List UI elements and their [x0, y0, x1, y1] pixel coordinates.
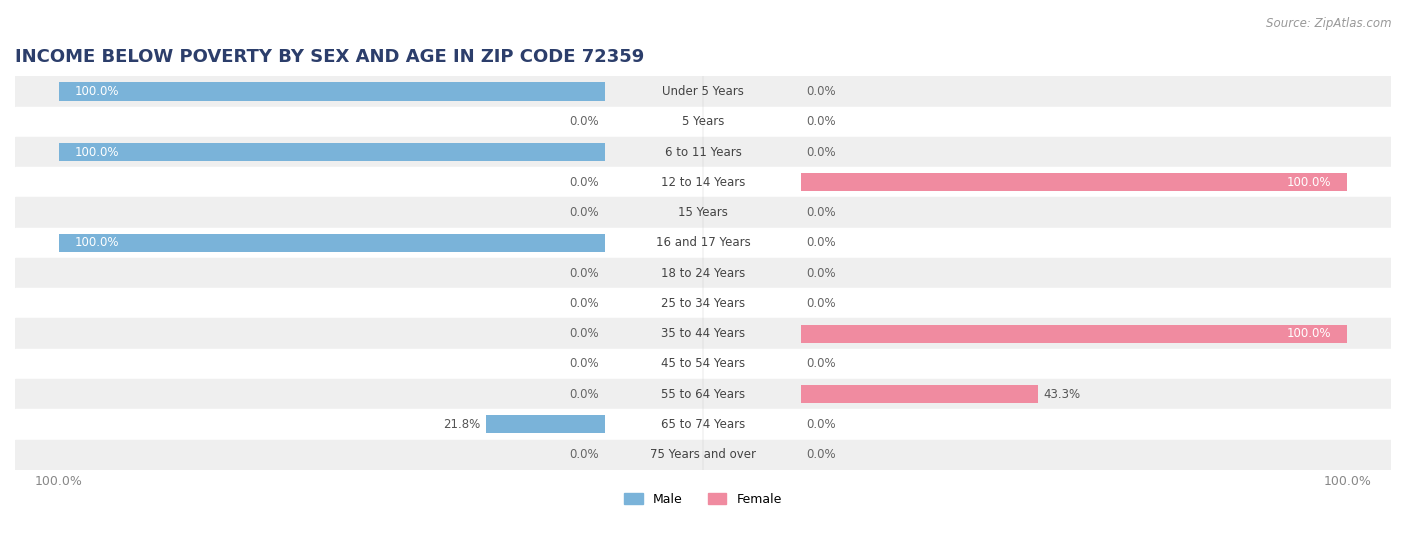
Text: 0.0%: 0.0%	[569, 267, 599, 280]
Text: 0.0%: 0.0%	[807, 206, 837, 219]
Bar	[15, 349, 1391, 379]
Text: 0.0%: 0.0%	[569, 357, 599, 371]
Bar	[15, 258, 1391, 288]
Text: 6 to 11 Years: 6 to 11 Years	[665, 146, 741, 158]
Text: 0.0%: 0.0%	[569, 327, 599, 340]
Text: 5 Years: 5 Years	[682, 116, 724, 128]
Bar	[801, 325, 1347, 343]
Bar	[15, 167, 1391, 198]
Text: 16 and 17 Years: 16 and 17 Years	[655, 237, 751, 249]
Legend: Male, Female: Male, Female	[619, 488, 787, 511]
Text: 0.0%: 0.0%	[807, 267, 837, 280]
Text: 100.0%: 100.0%	[75, 146, 120, 158]
Text: 0.0%: 0.0%	[569, 176, 599, 189]
Text: 0.0%: 0.0%	[807, 237, 837, 249]
Bar	[15, 440, 1391, 470]
Text: 100.0%: 100.0%	[1286, 327, 1331, 340]
Text: 0.0%: 0.0%	[569, 448, 599, 461]
Text: 0.0%: 0.0%	[569, 116, 599, 128]
Bar	[15, 76, 1391, 107]
Text: 100.0%: 100.0%	[1286, 176, 1331, 189]
Text: 0.0%: 0.0%	[807, 85, 837, 98]
Text: 0.0%: 0.0%	[569, 206, 599, 219]
Text: 15 Years: 15 Years	[678, 206, 728, 219]
Text: 0.0%: 0.0%	[569, 388, 599, 401]
Text: 0.0%: 0.0%	[807, 448, 837, 461]
Text: 0.0%: 0.0%	[807, 146, 837, 158]
Text: 0.0%: 0.0%	[807, 357, 837, 371]
Text: 100.0%: 100.0%	[75, 237, 120, 249]
Bar	[801, 385, 1038, 403]
Text: 0.0%: 0.0%	[807, 418, 837, 431]
Text: 35 to 44 Years: 35 to 44 Years	[661, 327, 745, 340]
Bar	[15, 107, 1391, 137]
Text: INCOME BELOW POVERTY BY SEX AND AGE IN ZIP CODE 72359: INCOME BELOW POVERTY BY SEX AND AGE IN Z…	[15, 49, 644, 66]
Bar	[485, 415, 605, 434]
Text: 100.0%: 100.0%	[75, 85, 120, 98]
Text: 65 to 74 Years: 65 to 74 Years	[661, 418, 745, 431]
Bar	[59, 234, 605, 252]
Text: 75 Years and over: 75 Years and over	[650, 448, 756, 461]
Bar	[15, 228, 1391, 258]
Text: Under 5 Years: Under 5 Years	[662, 85, 744, 98]
Text: 21.8%: 21.8%	[443, 418, 481, 431]
Text: 0.0%: 0.0%	[569, 297, 599, 310]
Bar	[15, 198, 1391, 228]
Bar	[15, 409, 1391, 440]
Text: 43.3%: 43.3%	[1043, 388, 1080, 401]
Bar	[801, 173, 1347, 191]
Bar	[15, 379, 1391, 409]
Bar	[15, 137, 1391, 167]
Bar	[59, 83, 605, 100]
Text: 45 to 54 Years: 45 to 54 Years	[661, 357, 745, 371]
Bar	[15, 288, 1391, 319]
Text: 0.0%: 0.0%	[807, 116, 837, 128]
Text: 0.0%: 0.0%	[807, 297, 837, 310]
Text: 55 to 64 Years: 55 to 64 Years	[661, 388, 745, 401]
Text: Source: ZipAtlas.com: Source: ZipAtlas.com	[1267, 17, 1392, 30]
Text: 12 to 14 Years: 12 to 14 Years	[661, 176, 745, 189]
Text: 25 to 34 Years: 25 to 34 Years	[661, 297, 745, 310]
Text: 18 to 24 Years: 18 to 24 Years	[661, 267, 745, 280]
Bar	[15, 319, 1391, 349]
Bar	[59, 143, 605, 161]
